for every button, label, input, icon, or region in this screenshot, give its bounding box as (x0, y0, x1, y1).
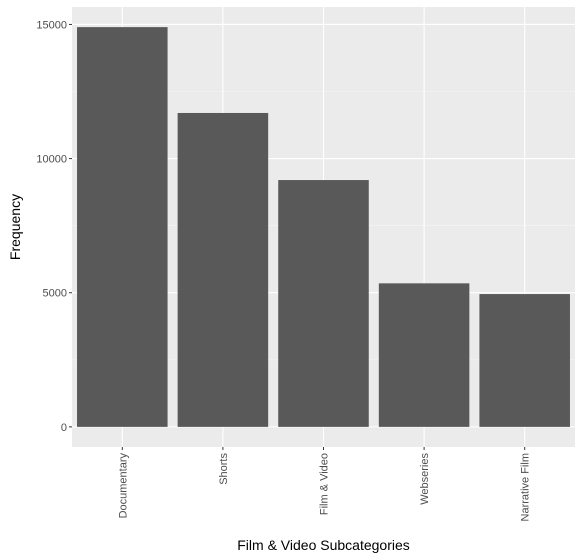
y-axis-title: Frequency (7, 194, 23, 260)
bar-3 (378, 283, 470, 427)
y-tick-label: 0 (61, 422, 67, 434)
x-tick-label: Webseries (419, 453, 431, 505)
bar-4 (479, 294, 570, 427)
bars (77, 27, 570, 427)
bar-2 (278, 180, 369, 427)
bar-0 (77, 27, 168, 427)
x-axis: Documentary Shorts Film & Video Webseries Na… (117, 447, 532, 521)
x-tick-label: Documentary (117, 453, 129, 519)
bar-1 (177, 112, 269, 427)
y-axis: 0 5000 10000 15000 (36, 19, 72, 434)
x-tick-label: Film & Video (319, 453, 331, 515)
x-tick-label: Narrative Film (520, 453, 532, 521)
x-tick-label: Shorts (218, 453, 230, 485)
x-axis-title: Film & Video Subcategories (237, 537, 410, 553)
y-tick-label: 10000 (36, 154, 67, 166)
y-tick-label: 15000 (36, 19, 67, 31)
y-tick-label: 5000 (43, 288, 67, 300)
